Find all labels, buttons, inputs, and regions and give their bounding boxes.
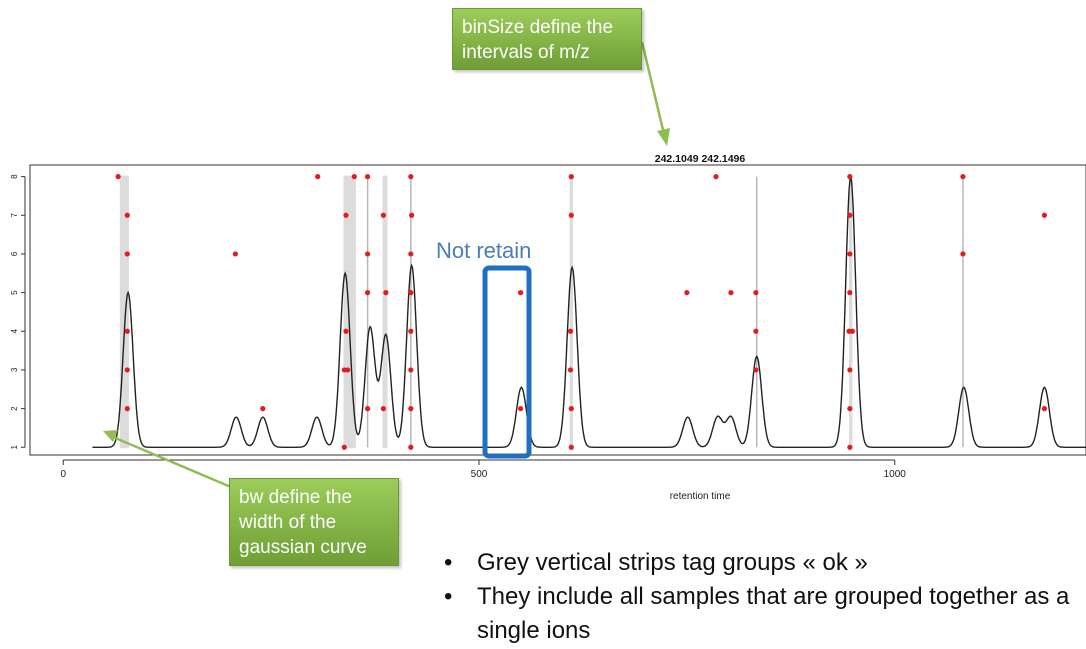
chart-title: 242.1049 242.1496 <box>655 153 746 165</box>
sample-point <box>567 367 574 373</box>
sample-point <box>115 174 121 180</box>
x-tick-label: 0 <box>60 469 66 480</box>
bw-arrow <box>112 435 239 492</box>
sample-point <box>364 251 371 257</box>
group-strip <box>119 175 129 449</box>
sample-point <box>847 251 853 257</box>
sample-point <box>847 444 853 450</box>
sample-point <box>124 406 130 412</box>
sample-point <box>380 406 386 412</box>
sample-point <box>260 406 266 412</box>
sample-point <box>408 406 414 412</box>
y-tick-label: 1 <box>10 444 19 449</box>
sample-point <box>847 174 853 180</box>
sample-point <box>380 212 386 218</box>
sample-point <box>408 444 414 450</box>
not-retain-label: Not retain <box>436 238 532 263</box>
group-strip <box>849 175 853 449</box>
sample-point <box>124 212 130 218</box>
group-strip <box>569 175 573 449</box>
sample-point <box>847 406 853 412</box>
sample-point <box>364 174 371 180</box>
y-tick-label: 2 <box>10 406 19 411</box>
x-tick-label: 500 <box>471 469 488 480</box>
bw-arrowhead <box>103 430 118 442</box>
sample-point <box>713 174 719 180</box>
sample-point <box>567 328 574 334</box>
y-tick-label: 3 <box>10 367 19 372</box>
bin-size-callout: binSize define the intervals of m/z <box>452 8 642 70</box>
bullet-item: They include all samples that are groupe… <box>440 580 1080 648</box>
sample-point <box>408 290 414 296</box>
y-tick-label: 5 <box>10 290 19 295</box>
group-strip <box>382 175 388 449</box>
sample-point <box>1041 406 1048 412</box>
group-strips <box>119 175 853 449</box>
sample-point <box>364 406 371 412</box>
sample-point <box>232 251 238 257</box>
sample-point <box>753 290 759 296</box>
sample-point <box>343 212 349 218</box>
sample-point <box>517 406 524 412</box>
bw-callout: bw define the width of the gaussian curv… <box>229 478 399 566</box>
sample-point <box>408 367 414 373</box>
sample-point <box>728 290 734 296</box>
x-axis: 0 500 1000 <box>60 459 907 480</box>
sample-point <box>568 406 574 412</box>
sample-point <box>568 444 574 450</box>
sample-point <box>568 212 574 218</box>
x-tick-label: 1000 <box>884 469 907 480</box>
sample-point <box>345 367 351 373</box>
plot-frame <box>29 164 1086 456</box>
sample-point <box>383 290 389 296</box>
y-tick-label: 4 <box>10 328 19 333</box>
bullet-item: Grey vertical strips tag groups « ok » <box>440 546 1080 580</box>
sample-point <box>408 328 414 334</box>
sample-point <box>364 290 371 296</box>
sample-point <box>960 174 966 180</box>
sample-point <box>753 367 759 373</box>
bin-size-arrow <box>640 41 666 135</box>
sample-point <box>849 328 855 334</box>
sample-point <box>1041 212 1048 218</box>
sample-point <box>847 212 853 218</box>
sample-point <box>517 290 524 296</box>
sample-points <box>115 174 1048 450</box>
y-tick-label: 7 <box>10 212 19 217</box>
not-retain-highlight-box <box>482 265 532 459</box>
density-curve <box>92 176 1086 448</box>
y-tick-label: 6 <box>10 251 19 256</box>
sample-point <box>960 251 966 257</box>
sample-point <box>124 367 130 373</box>
sample-point <box>847 290 853 296</box>
sample-point <box>124 251 130 257</box>
y-axis: 1 2 3 4 5 6 7 8 <box>10 174 26 449</box>
sample-point <box>341 444 347 450</box>
sample-point <box>124 328 130 334</box>
sample-point <box>684 290 690 296</box>
bin-size-arrowhead <box>657 128 670 146</box>
sample-point <box>847 367 853 373</box>
group-lines <box>366 176 964 448</box>
sample-point <box>568 174 574 180</box>
sample-point <box>753 328 759 334</box>
sample-point <box>409 212 415 218</box>
sample-point <box>408 251 414 257</box>
x-axis-label: retention time <box>670 491 731 502</box>
sample-point <box>343 328 349 334</box>
sample-point <box>351 174 357 180</box>
group-strip <box>343 175 356 449</box>
y-tick-label: 8 <box>10 174 19 179</box>
sample-point <box>315 174 321 180</box>
sample-point <box>408 174 414 180</box>
bullet-list: Grey vertical strips tag groups « ok » T… <box>440 546 1080 648</box>
